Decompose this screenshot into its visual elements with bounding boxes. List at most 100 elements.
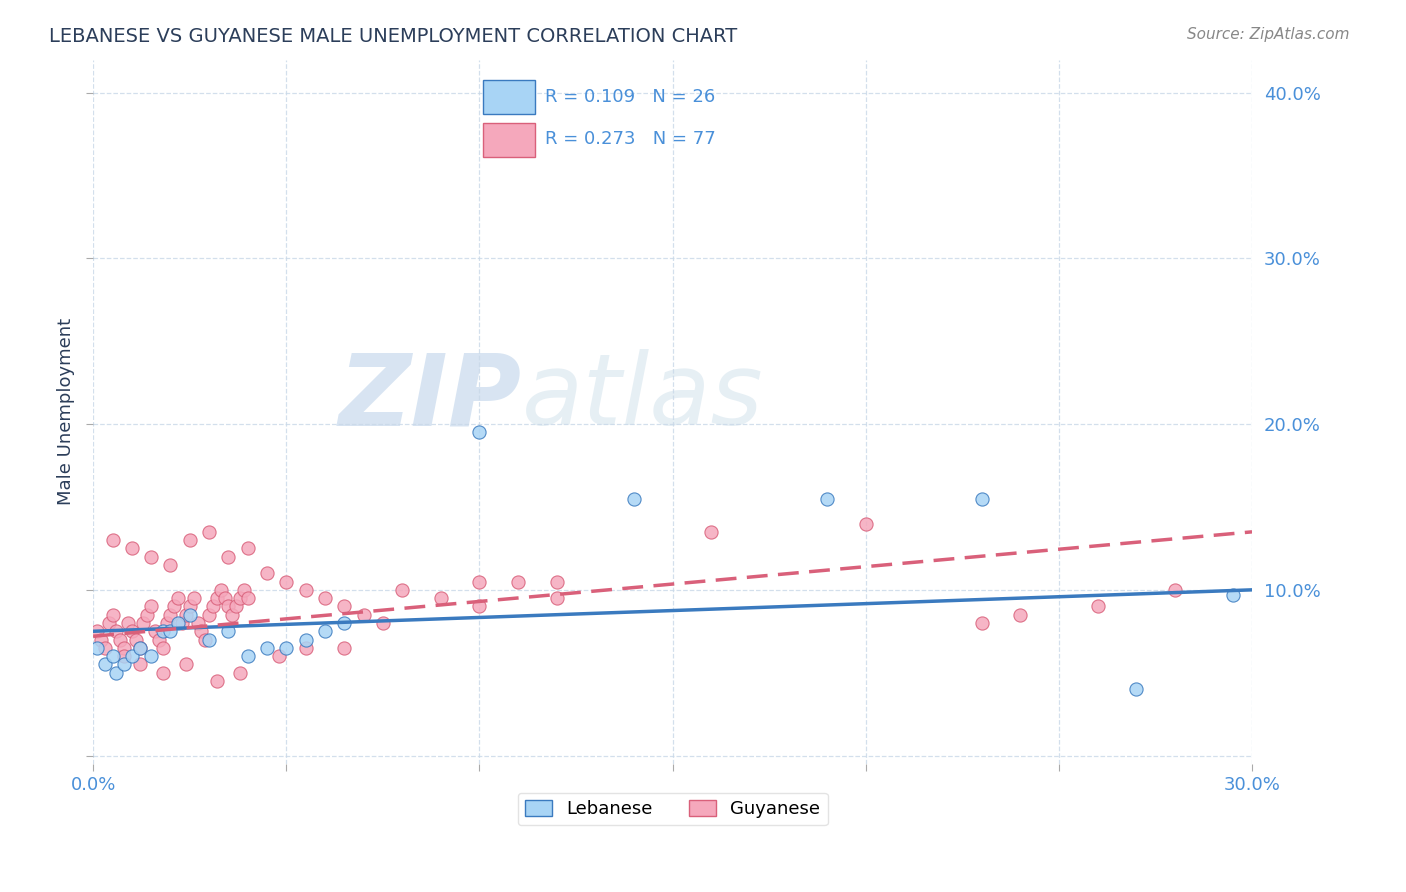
Text: Source: ZipAtlas.com: Source: ZipAtlas.com	[1187, 27, 1350, 42]
Point	[97, 615, 120, 630]
Point	[1010, 607, 1032, 622]
Y-axis label: Male Unemployment: Male Unemployment	[58, 318, 75, 505]
Point	[217, 624, 239, 639]
Point	[143, 624, 166, 639]
Point	[205, 591, 228, 606]
Point	[125, 632, 148, 647]
Point	[112, 640, 135, 655]
Point	[186, 615, 208, 630]
Point	[815, 491, 838, 506]
Point	[198, 607, 221, 622]
Point	[156, 615, 179, 630]
Point	[236, 649, 259, 664]
Point	[430, 591, 453, 606]
Text: LEBANESE VS GUYANESE MALE UNEMPLOYMENT CORRELATION CHART: LEBANESE VS GUYANESE MALE UNEMPLOYMENT C…	[49, 27, 738, 45]
Point	[152, 665, 174, 680]
Point	[148, 632, 170, 647]
Point	[276, 640, 298, 655]
Point	[1222, 588, 1244, 602]
Point	[121, 541, 143, 556]
Point	[128, 640, 150, 655]
Point	[105, 624, 128, 639]
Point	[508, 574, 530, 589]
Point	[333, 640, 356, 655]
Point	[217, 549, 239, 564]
Point	[201, 599, 224, 614]
Point	[229, 591, 252, 606]
Point	[128, 640, 150, 655]
Point	[179, 607, 201, 622]
Point	[179, 533, 201, 548]
Point	[141, 649, 163, 664]
Point	[256, 566, 278, 581]
Point	[194, 632, 217, 647]
Point	[391, 582, 413, 597]
Point	[232, 582, 254, 597]
Point	[546, 574, 568, 589]
Point	[468, 599, 491, 614]
Point	[855, 516, 877, 531]
Point	[468, 425, 491, 440]
Point	[101, 649, 124, 664]
Point	[214, 591, 236, 606]
Point	[141, 549, 163, 564]
Point	[190, 624, 212, 639]
Point	[236, 541, 259, 556]
Point	[132, 615, 155, 630]
Point	[159, 607, 181, 622]
Point	[152, 624, 174, 639]
Point	[167, 615, 190, 630]
Point	[970, 491, 993, 506]
Point	[121, 624, 143, 639]
Point	[1164, 582, 1187, 597]
Point	[236, 591, 259, 606]
Point	[141, 599, 163, 614]
Point	[110, 632, 132, 647]
Point	[163, 599, 186, 614]
Point	[101, 607, 124, 622]
Point	[86, 640, 108, 655]
Point	[294, 640, 316, 655]
Text: atlas: atlas	[522, 349, 763, 446]
Point	[94, 657, 117, 672]
Point	[159, 558, 181, 572]
Point	[468, 574, 491, 589]
Point	[371, 615, 394, 630]
Point	[209, 582, 232, 597]
Point	[128, 657, 150, 672]
Legend: Lebanese, Guyanese: Lebanese, Guyanese	[517, 792, 828, 825]
Point	[314, 591, 336, 606]
Point	[221, 607, 243, 622]
Point	[294, 632, 316, 647]
Point	[170, 615, 193, 630]
Point	[225, 599, 247, 614]
Point	[217, 599, 239, 614]
Point	[229, 665, 252, 680]
Point	[314, 624, 336, 639]
Point	[117, 615, 139, 630]
Point	[174, 607, 197, 622]
Point	[174, 657, 197, 672]
Point	[294, 582, 316, 597]
Text: ZIP: ZIP	[339, 349, 522, 446]
Point	[112, 649, 135, 664]
Point	[267, 649, 290, 664]
Point	[101, 533, 124, 548]
Point	[179, 599, 201, 614]
Point	[1087, 599, 1109, 614]
Point	[1125, 682, 1147, 697]
Point	[152, 640, 174, 655]
Point	[90, 632, 112, 647]
Point	[205, 673, 228, 688]
Point	[183, 591, 205, 606]
Point	[159, 624, 181, 639]
Point	[970, 615, 993, 630]
Point	[546, 591, 568, 606]
Point	[333, 599, 356, 614]
Point	[86, 624, 108, 639]
Point	[136, 607, 159, 622]
Point	[700, 524, 723, 539]
Point	[276, 574, 298, 589]
Point	[112, 657, 135, 672]
Point	[256, 640, 278, 655]
